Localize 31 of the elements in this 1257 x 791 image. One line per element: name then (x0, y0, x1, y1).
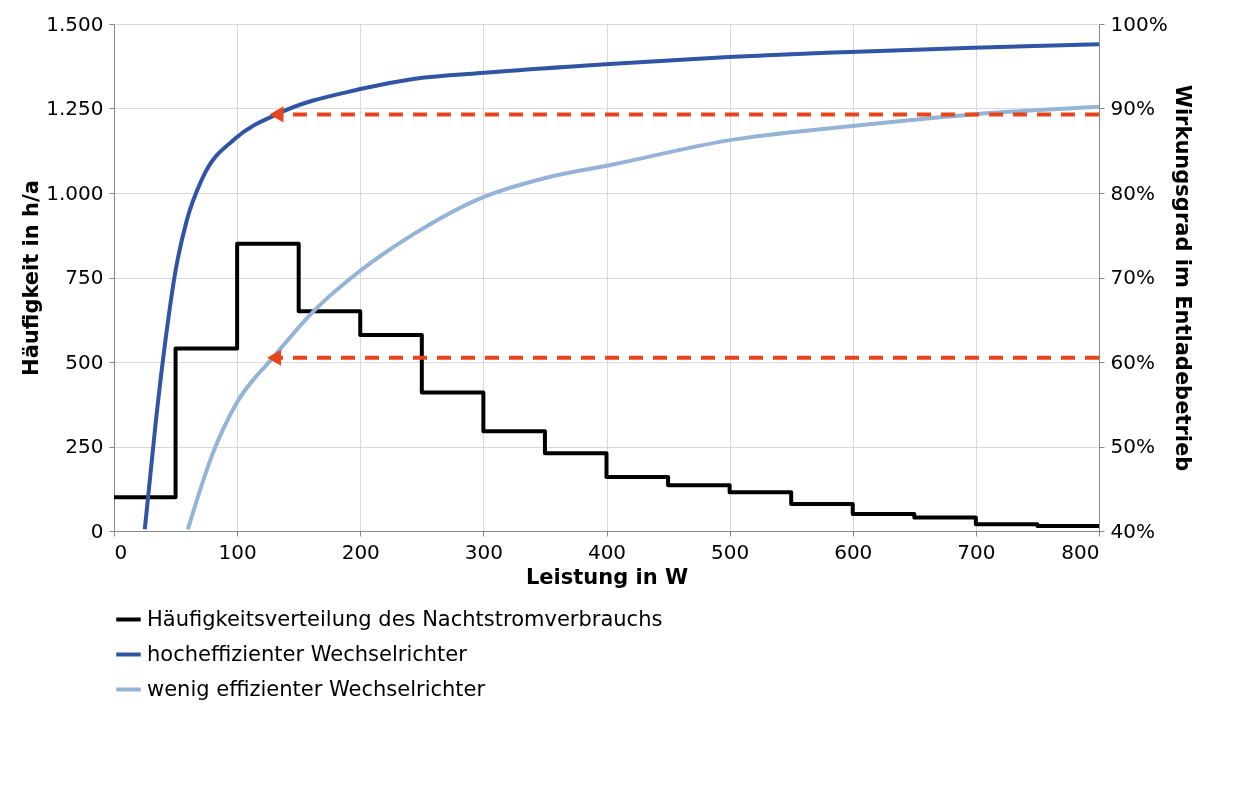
x-tick-label: 500 (711, 539, 750, 564)
y-axis-title: Häufigkeit in h/a (19, 180, 44, 376)
x-tick-label: 200 (341, 539, 380, 564)
y2-tick-label: 40% (1110, 518, 1155, 543)
legend-label: wenig effizienter Wechselrichter (147, 676, 486, 701)
x-tick-label: 400 (587, 539, 627, 564)
y2-tick-label: 60% (1110, 349, 1155, 374)
x-tick-label: 800 (1061, 539, 1100, 564)
y2-tick-label: 80% (1110, 180, 1155, 205)
y-tick-label: 250 (65, 434, 104, 458)
line-series (185, 104, 1099, 531)
y-tick-label: 1.000 (46, 180, 104, 205)
legend-label: Häufigkeitsverteilung des Nachtstromverbrauchs (147, 606, 663, 631)
x-axis-title: Leistung in W (525, 564, 689, 589)
x-tick-label: 300 (464, 539, 503, 564)
y2-axis-title: Wirkungsgrad im Entladebetrieb (1170, 84, 1195, 472)
legend-label: hocheffizienter Wechselrichter (147, 641, 468, 666)
x-tick-label: 100 (218, 539, 257, 564)
x-tick-label: 0 (114, 539, 128, 564)
y2-tick-label: 100% (1110, 11, 1168, 36)
line-series (142, 42, 1099, 531)
x-tick-label: 700 (957, 539, 996, 564)
y2-tick-label: 70% (1110, 265, 1155, 289)
y-tick-label: 500 (65, 349, 104, 374)
y-tick-label: 1.250 (46, 96, 104, 120)
y2-tick-label: 50% (1110, 434, 1155, 458)
x-tick-label: 600 (834, 539, 873, 564)
y-tick-label: 750 (65, 265, 104, 289)
y-tick-label: 0 (90, 518, 104, 543)
y2-tick-label: 90% (1110, 96, 1155, 120)
y-tick-label: 1.500 (46, 11, 104, 36)
